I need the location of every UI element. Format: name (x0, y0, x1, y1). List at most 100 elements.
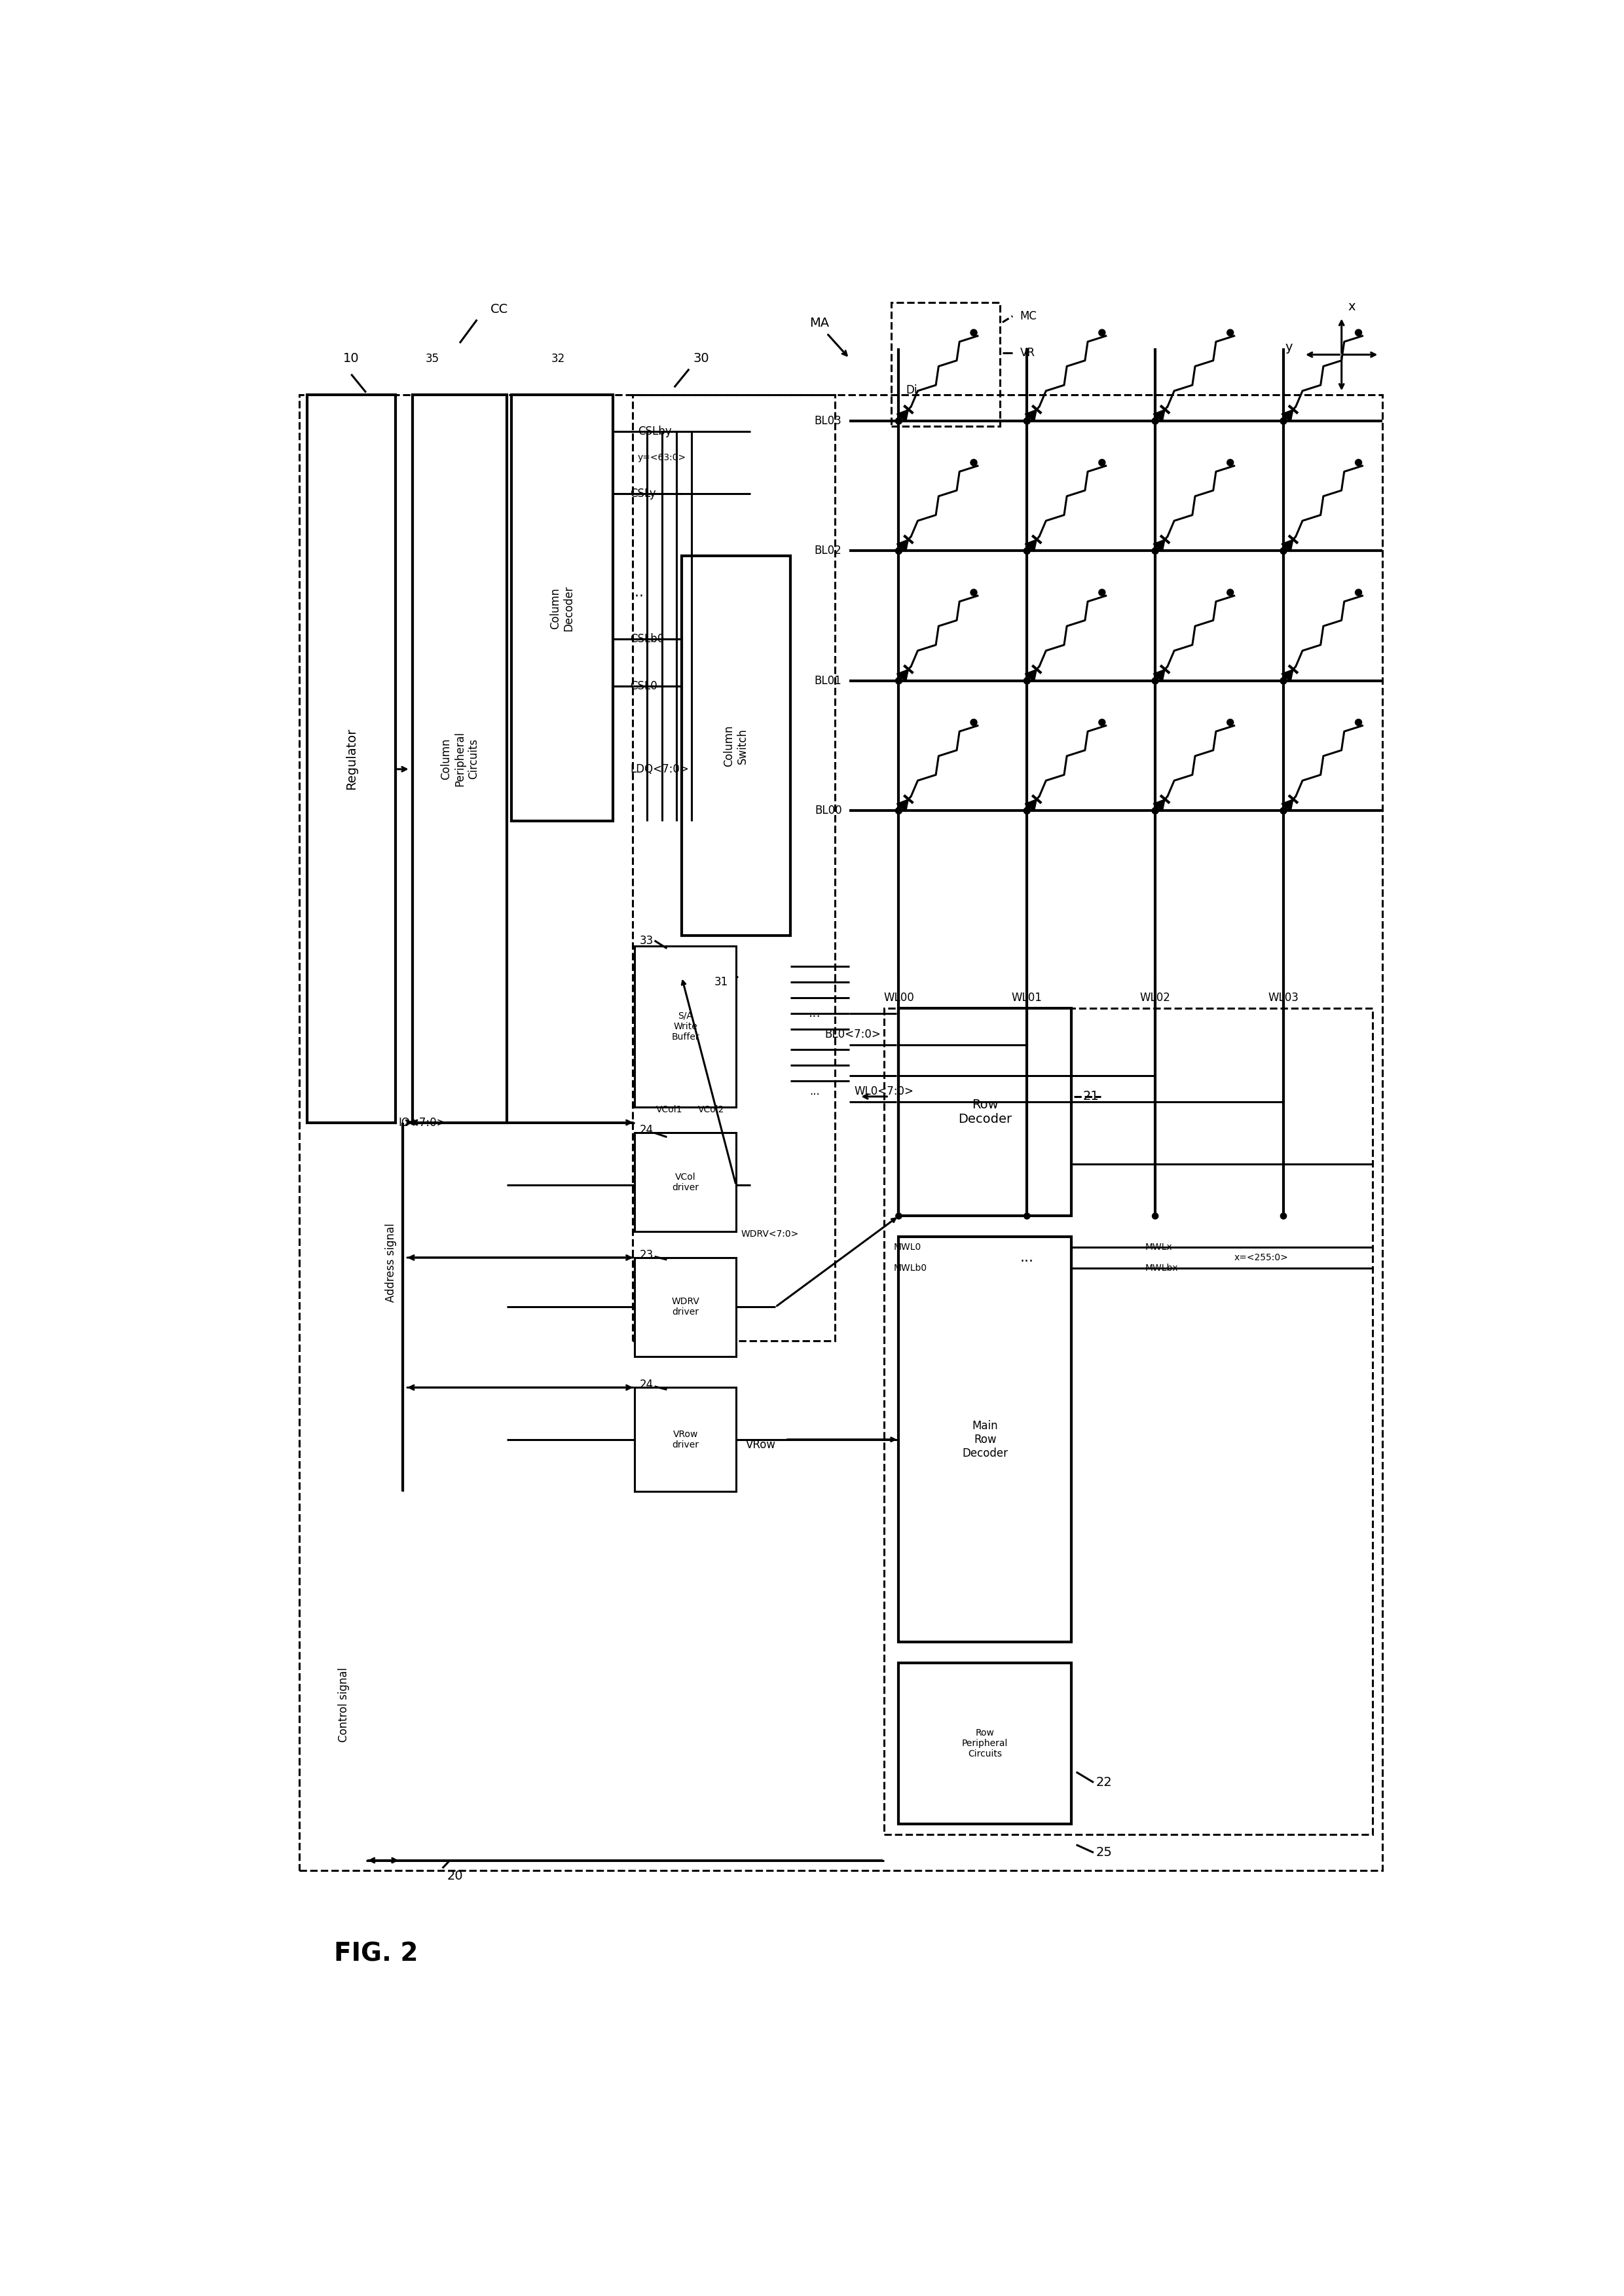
Text: VCol1: VCol1 (656, 1104, 682, 1114)
Polygon shape (1153, 799, 1164, 810)
Circle shape (1151, 1212, 1158, 1219)
Circle shape (971, 459, 978, 466)
Text: Column
Decoder: Column Decoder (549, 585, 575, 631)
Text: Column
Switch: Column Switch (723, 726, 749, 767)
Circle shape (1354, 328, 1363, 335)
Text: CSLby: CSLby (638, 425, 671, 436)
Text: WL00: WL00 (883, 992, 914, 1003)
Text: VCol2: VCol2 (698, 1104, 724, 1114)
Polygon shape (1281, 799, 1293, 810)
Text: ...: ... (809, 1008, 822, 1019)
Text: CSLb0: CSLb0 (630, 634, 664, 645)
Text: 33: 33 (640, 934, 654, 946)
Text: 35: 35 (425, 354, 440, 365)
Text: 20: 20 (447, 1869, 463, 1883)
Text: Row
Peripheral
Circuits: Row Peripheral Circuits (961, 1729, 1009, 1759)
Circle shape (1099, 719, 1106, 726)
Text: ...: ... (630, 585, 643, 599)
Text: MWLb0: MWLb0 (893, 1263, 927, 1272)
Text: y: y (1285, 340, 1293, 354)
Text: WL02: WL02 (1140, 992, 1171, 1003)
Text: WDRV<7:0>: WDRV<7:0> (741, 1231, 799, 1240)
Polygon shape (1153, 540, 1164, 551)
Text: 23: 23 (640, 1249, 654, 1261)
Bar (898, 1662, 1072, 1823)
Polygon shape (1025, 409, 1036, 422)
Text: ...: ... (1020, 1251, 1034, 1265)
Text: BL00: BL00 (815, 806, 841, 817)
Circle shape (1228, 590, 1234, 595)
Polygon shape (896, 540, 908, 551)
Bar (412, 395, 507, 1123)
Text: VCol
driver: VCol driver (672, 1173, 698, 1192)
Text: 30: 30 (693, 354, 710, 365)
Circle shape (1023, 549, 1030, 553)
Polygon shape (1025, 540, 1036, 551)
Text: WL03: WL03 (1268, 992, 1299, 1003)
Text: BL0<7:0>: BL0<7:0> (825, 1029, 880, 1040)
Text: Address signal: Address signal (385, 1224, 396, 1302)
Text: Di: Di (906, 383, 918, 395)
Text: 32: 32 (552, 354, 565, 365)
Circle shape (1354, 459, 1363, 466)
Bar (635, 1132, 736, 1231)
Bar (892, 303, 1000, 427)
Text: MWLbx: MWLbx (1145, 1263, 1179, 1272)
Text: 21: 21 (1083, 1091, 1099, 1102)
Circle shape (1099, 459, 1106, 466)
Circle shape (1151, 549, 1158, 553)
Circle shape (1228, 328, 1234, 335)
Circle shape (1354, 719, 1363, 726)
Text: VRow: VRow (745, 1440, 776, 1451)
Polygon shape (1281, 540, 1293, 551)
Circle shape (1151, 677, 1158, 684)
Text: ...: ... (810, 1086, 820, 1097)
Circle shape (1228, 719, 1234, 726)
Bar (635, 946, 736, 1107)
Bar (883, 1008, 1372, 1835)
Text: BL01: BL01 (815, 675, 841, 687)
Text: WL01: WL01 (1012, 992, 1043, 1003)
Circle shape (895, 677, 901, 684)
Text: WL0<7:0>: WL0<7:0> (854, 1086, 914, 1097)
Circle shape (896, 1212, 901, 1219)
Text: 24: 24 (640, 1380, 653, 1391)
Text: 10: 10 (343, 354, 359, 365)
Text: BL03: BL03 (815, 416, 841, 427)
Bar (632, 395, 835, 1341)
Circle shape (1099, 328, 1106, 335)
Circle shape (971, 328, 978, 335)
Text: x=<255:0>: x=<255:0> (1234, 1254, 1288, 1263)
Polygon shape (1025, 799, 1036, 810)
Text: Main
Row
Decoder: Main Row Decoder (961, 1419, 1009, 1458)
Polygon shape (896, 409, 908, 422)
Polygon shape (1281, 409, 1293, 422)
Polygon shape (896, 799, 908, 810)
Text: Column
Peripheral
Circuits: Column Peripheral Circuits (440, 730, 479, 785)
Circle shape (1023, 677, 1030, 684)
Circle shape (1280, 1212, 1286, 1219)
Bar (898, 1238, 1072, 1642)
Text: IO<7:0>: IO<7:0> (398, 1116, 445, 1127)
Circle shape (971, 590, 978, 595)
Bar (635, 1258, 736, 1357)
Circle shape (895, 808, 901, 815)
Text: S/A
Write
Buffer: S/A Write Buffer (671, 1010, 700, 1042)
Text: 22: 22 (1096, 1777, 1112, 1789)
Text: WDRV
driver: WDRV driver (671, 1297, 700, 1318)
Bar (307, 395, 396, 1123)
Bar (898, 1008, 1072, 1217)
Text: Control signal: Control signal (338, 1667, 349, 1743)
Text: MC: MC (1020, 310, 1038, 321)
Circle shape (1023, 808, 1030, 815)
Polygon shape (896, 670, 908, 682)
Circle shape (895, 418, 901, 425)
Text: MA: MA (809, 317, 830, 328)
Circle shape (895, 549, 901, 553)
Text: VRow
driver: VRow driver (672, 1430, 698, 1449)
Text: x: x (1348, 301, 1356, 312)
Circle shape (1228, 459, 1234, 466)
Polygon shape (1153, 670, 1164, 682)
Text: y=<63:0>: y=<63:0> (638, 452, 687, 461)
Circle shape (1025, 1212, 1030, 1219)
